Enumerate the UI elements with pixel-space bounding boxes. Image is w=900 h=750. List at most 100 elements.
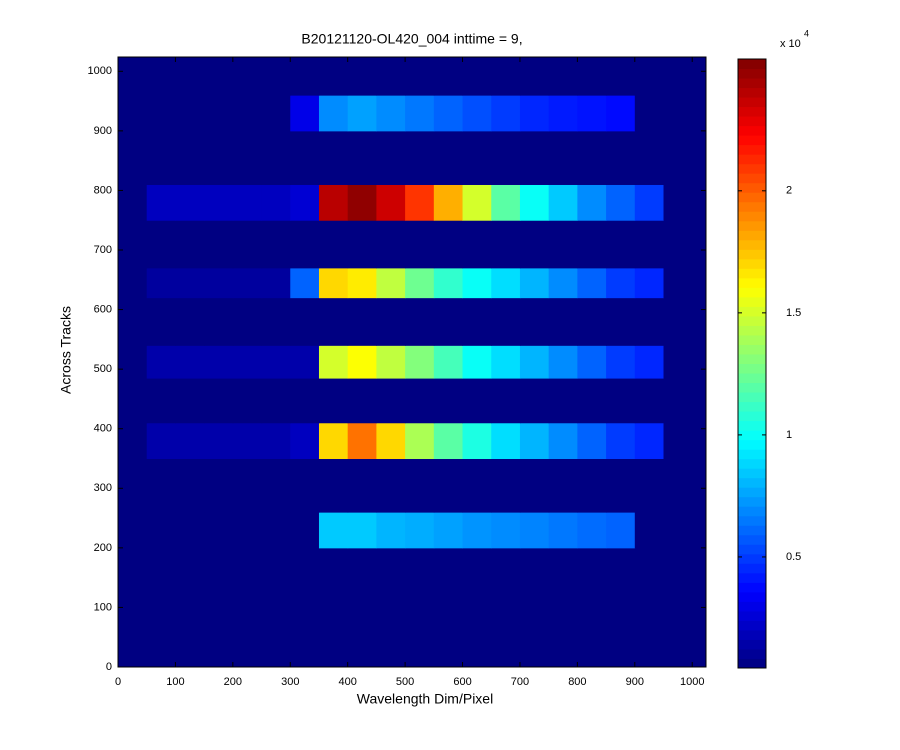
colorbar-swatch [738,230,766,241]
heatmap-cell [548,130,578,185]
heatmap-cell [663,130,707,185]
colorbar-swatch [738,163,766,174]
heatmap-cell [347,95,377,132]
heatmap-cell [204,512,234,549]
y-tick-label: 900 [94,125,112,137]
heatmap-cell [204,547,234,668]
y-tick-label: 400 [94,423,112,435]
heatmap-cell [548,220,578,269]
colorbar-swatch [738,173,766,184]
heatmap-cell [347,130,377,185]
heatmap-cell [405,512,435,549]
heatmap-cell [634,57,665,96]
plot-frame [117,56,707,668]
colorbar-swatch [738,591,766,602]
colorbar-swatch [738,534,766,545]
heatmap-cell [606,220,636,269]
heatmap-cell [519,297,550,346]
heatmap-cell [577,220,607,269]
heatmap-cell [663,512,707,549]
heatmap-cell [376,297,406,346]
heatmap-cell [433,57,464,96]
heatmap-cell [519,267,550,299]
y-tick-label: 800 [94,184,112,196]
heatmap-cell [577,57,607,96]
heatmap-cell [606,378,636,424]
colorbar-swatch [738,78,766,89]
colorbar-swatch [738,249,766,260]
heatmap-cell [261,512,291,549]
x-tick-label: 900 [626,676,644,688]
heatmap-cell [663,297,707,346]
colorbar-swatch [738,648,766,659]
heatmap-cell [663,267,707,299]
colorbar-swatch [738,582,766,593]
chart-title: B20121120-OL420_004 inttime = 9, [301,31,522,47]
heatmap-cell [462,512,492,549]
heatmap-cell [405,57,435,96]
heatmap-cell [606,297,636,346]
heatmap-cell [577,130,607,185]
heatmap-cell [118,95,148,132]
x-tick-label: 200 [224,676,242,688]
heatmap-cell [232,220,263,269]
heatmap-cell [347,184,377,221]
heatmap-cell [290,267,320,299]
heatmap-cell [204,267,234,299]
heatmap-cell [433,512,464,549]
heatmap-cell [606,345,636,379]
heatmap-cell [606,458,636,513]
heatmap-cell [577,422,607,460]
heatmap-cell [232,422,263,460]
colorbar-swatch [738,306,766,317]
heatmap-cell [232,95,263,132]
heatmap-cell [405,267,435,299]
heatmap-cell [146,297,176,346]
heatmap-cell [175,95,205,132]
heatmap-cell [491,184,521,221]
heatmap-cell [491,130,521,185]
heatmap-cell [548,297,578,346]
heatmap-cell [146,184,176,221]
heatmap-cell [175,57,205,96]
heatmap-cell [290,345,320,379]
colorbar-swatch [738,220,766,231]
heatmap-cell [548,378,578,424]
heatmap-cell [433,422,464,460]
colorbar-swatch [738,201,766,212]
heatmap-cell [462,184,492,221]
heatmap-cell [290,184,320,221]
heatmap-cell [634,220,665,269]
heatmap-cell [634,95,665,132]
heatmap-cell [405,95,435,132]
heatmap-cell [491,57,521,96]
heatmap-cell [548,345,578,379]
heatmap-cell [204,57,234,96]
colorbar-swatch [738,411,766,422]
heatmap-cell [347,378,377,424]
heatmap-cell [519,57,550,96]
heatmap-cell [204,220,234,269]
heatmap-cell [462,57,492,96]
heatmap-cell [577,547,607,668]
heatmap-cell [204,422,234,460]
heatmap-cell [232,267,263,299]
heatmap-cell [146,458,176,513]
colorbar-swatch [738,468,766,479]
colorbar-swatch [738,373,766,384]
heatmap-cell [433,184,464,221]
x-tick-label: 400 [339,676,357,688]
heatmap-cell [175,512,205,549]
colorbar-multiplier: x 10 [780,38,801,50]
heatmap-cell [405,458,435,513]
heatmap-cell [606,184,636,221]
colorbar-swatch [738,135,766,146]
heatmap-cell [519,422,550,460]
colorbar-swatch [738,125,766,136]
heatmap-cell [376,547,406,668]
heatmap-cell [519,220,550,269]
heatmap-cell [433,267,464,299]
heatmap-cell [261,458,291,513]
heatmap-cell [232,547,263,668]
